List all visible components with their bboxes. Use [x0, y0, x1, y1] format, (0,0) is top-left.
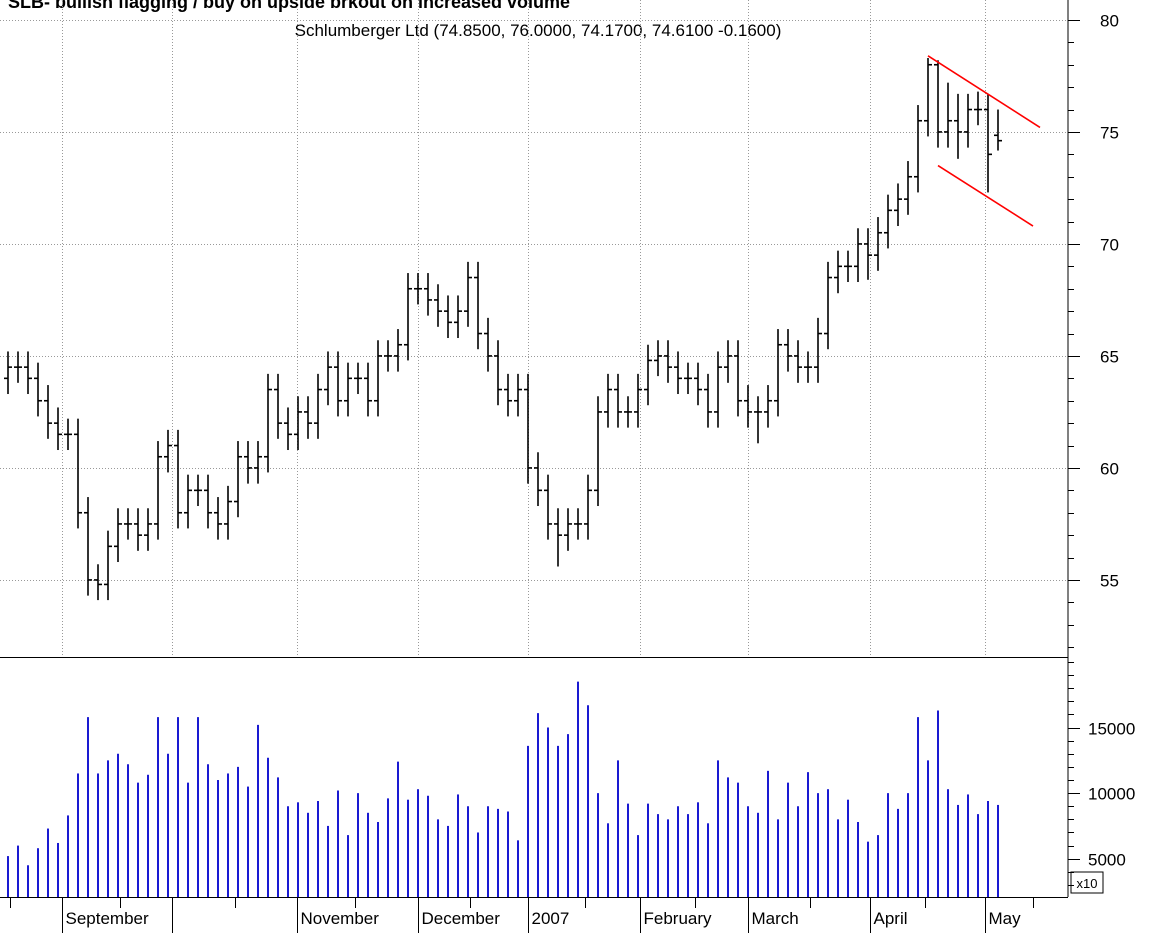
y-tick-label: 15000 — [1088, 720, 1135, 739]
unit-box — [1070, 871, 1104, 894]
y-tick-label: 65 — [1100, 348, 1119, 367]
x-tick-label: April — [874, 909, 908, 928]
y-tick-label: 55 — [1100, 572, 1119, 591]
chart-title: SLB- bullish flagging / buy on upside br… — [8, 0, 570, 12]
chart-subtitle: Schlumberger Ltd (74.8500, 76.0000, 74.1… — [295, 21, 782, 40]
trend-line — [937, 164, 1034, 227]
x-tick-label: September — [66, 909, 149, 928]
x-tick-label: November — [301, 909, 380, 928]
trend-line — [927, 55, 1041, 129]
y-tick-label: 60 — [1100, 460, 1119, 479]
y-tick-label: 10000 — [1088, 785, 1135, 804]
x-tick-label: February — [644, 909, 713, 928]
x-tick-label: 2007 — [532, 909, 570, 928]
y-tick-label: 5000 — [1088, 851, 1126, 870]
y-tick-label: 70 — [1100, 236, 1119, 255]
unit-label: x10 — [1077, 876, 1098, 891]
y-tick-label: 80 — [1100, 12, 1119, 31]
x-tick-label: March — [752, 909, 799, 928]
x-tick-label: May — [989, 909, 1022, 928]
y-tick-label: 75 — [1100, 124, 1119, 143]
x-tick-label: December — [422, 909, 501, 928]
